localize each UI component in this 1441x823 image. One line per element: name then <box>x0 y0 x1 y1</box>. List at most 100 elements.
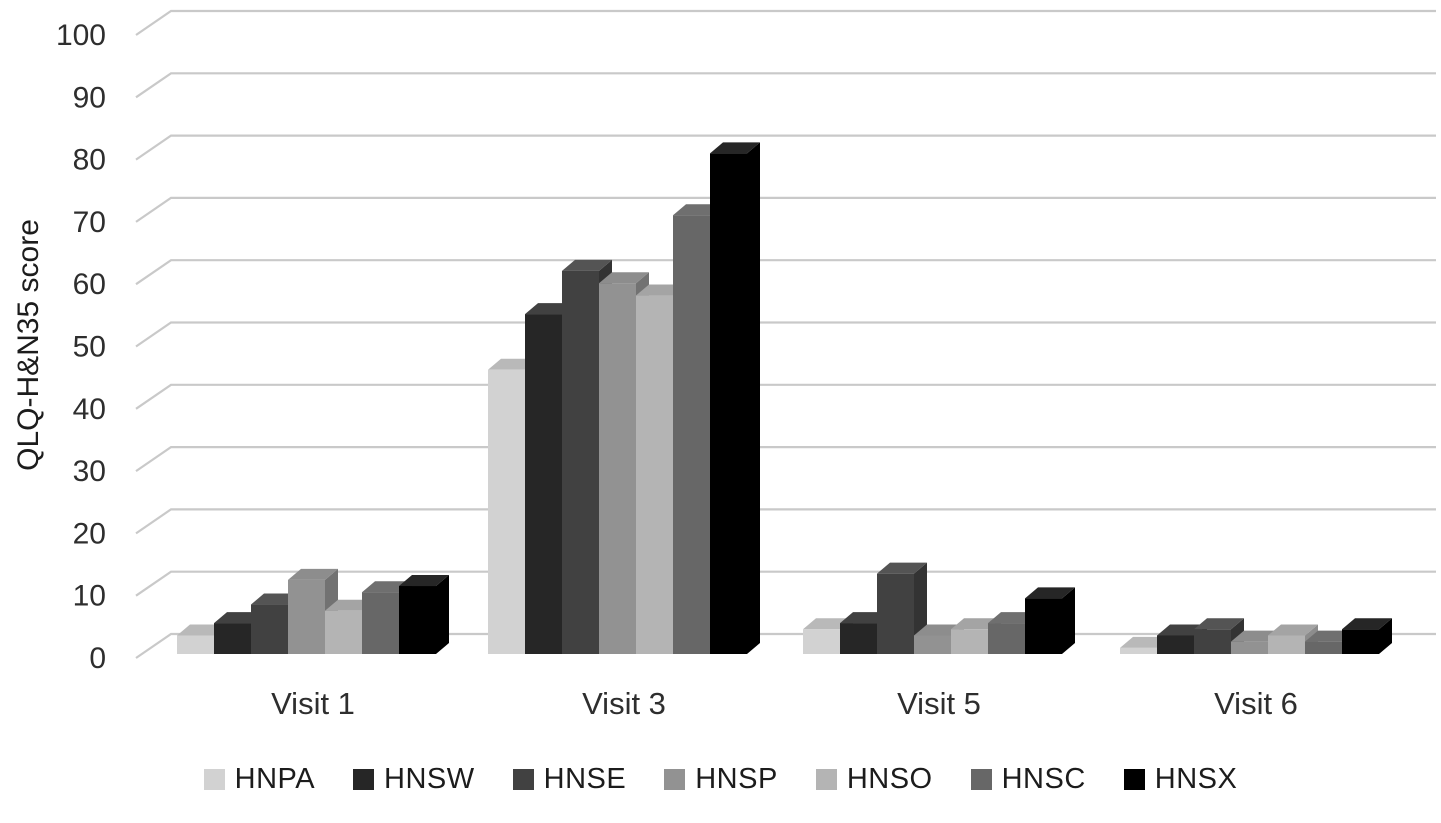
legend-swatch <box>512 769 534 790</box>
bar-front-face <box>399 586 436 654</box>
y-axis-tick-label: 40 <box>73 393 106 426</box>
gridline <box>135 508 1436 535</box>
bar-front-face <box>840 623 877 654</box>
x-axis-category-labels-group: Visit 1 Visit 3 Visit 5 Visit 6 <box>271 686 1298 721</box>
bar-front-face <box>951 629 988 654</box>
legend-swatch <box>353 769 375 790</box>
x-axis-category-label: Visit 5 <box>897 686 981 721</box>
gridline <box>135 321 1436 348</box>
bar-front-face <box>1120 647 1157 654</box>
bar-side-face <box>747 142 760 655</box>
legend-swatch <box>664 769 686 790</box>
legend-item-hnsp: HNSP <box>664 765 778 794</box>
y-axis-tick-label: 70 <box>73 206 106 239</box>
bar-HNSX-visit-6 <box>1342 618 1392 654</box>
bar-front-face <box>214 623 251 654</box>
legend-item-hnsc: HNSC <box>970 763 1086 795</box>
bar-HNSO-visit-6 <box>1268 624 1318 654</box>
bar-front-face <box>1231 641 1268 654</box>
legend-label: HNSP <box>695 763 778 795</box>
bar-front-face <box>1194 629 1231 654</box>
gridline <box>135 134 1436 161</box>
legend-label: HNSW <box>384 763 475 795</box>
bar-HNSX-visit-5 <box>1025 587 1075 654</box>
legend-swatch <box>970 769 992 790</box>
y-axis-tick-label: 10 <box>73 580 106 613</box>
gridline <box>135 570 1436 597</box>
bar-front-face <box>1268 635 1305 654</box>
chart-legend: HNPA HNSW HNSE HNSP HNSO HNSC HNSX <box>0 765 1441 794</box>
y-axis-tick-labels-group: 0 10 20 30 40 50 60 70 80 90 100 <box>56 19 106 675</box>
bar-front-face <box>288 579 325 654</box>
gridline <box>135 9 1436 36</box>
y-axis-tick-label: 80 <box>73 144 106 177</box>
bar-top-face <box>399 575 449 587</box>
legend-item-hnsw: HNSW <box>353 765 475 794</box>
legend-item-hnsx: HNSX <box>1123 763 1238 795</box>
bar-front-face <box>710 153 747 655</box>
legend-label: HNSC <box>1001 763 1086 795</box>
bars-group <box>177 142 1392 655</box>
y-axis-title: QLQ-H&N35 score <box>12 219 45 471</box>
x-axis-category-label: Visit 6 <box>1214 686 1298 721</box>
bar-front-face <box>325 610 362 654</box>
bar-top-face <box>599 272 649 284</box>
bar-front-face <box>562 270 599 654</box>
bar-front-face <box>877 573 914 654</box>
bar-top-face <box>1342 618 1392 630</box>
legend-item-hnse: HNSE <box>512 763 627 795</box>
bar-front-face <box>177 635 214 654</box>
bar-HNSX-visit-3 <box>710 142 760 655</box>
x-axis-category-label: Visit 1 <box>271 686 355 721</box>
bar-front-face <box>525 314 562 654</box>
y-axis-tick-label: 90 <box>73 81 106 114</box>
gridlines-group <box>135 9 1436 659</box>
legend-label: HNSE <box>543 763 627 795</box>
gridline <box>135 446 1436 473</box>
bar-front-face <box>251 604 288 654</box>
bar-top-face <box>288 568 338 580</box>
bar-front-face <box>1305 641 1342 654</box>
gridline <box>135 196 1436 223</box>
legend-item-hnso: HNSO <box>815 763 933 795</box>
bar-front-face <box>803 629 840 654</box>
bar-top-face <box>1025 587 1075 599</box>
bar-front-face <box>673 215 710 654</box>
bar-front-face <box>1342 629 1379 654</box>
bar-top-face <box>562 259 612 271</box>
bar-front-face <box>488 369 525 654</box>
bar-front-face <box>988 623 1025 654</box>
bar-top-face <box>710 142 760 154</box>
bar-front-face <box>1157 635 1194 654</box>
bar-front-face <box>1025 598 1062 654</box>
gridline <box>135 383 1436 410</box>
bar-side-face <box>436 575 449 654</box>
legend-item-hnpa: HNPA <box>203 763 316 795</box>
y-axis-tick-label: 0 <box>89 642 106 675</box>
y-axis-tick-label: 60 <box>73 268 106 301</box>
legend-label: HNSO <box>846 763 933 795</box>
y-axis-tick-label: 20 <box>73 517 106 550</box>
bar-top-face <box>877 562 927 574</box>
bar-front-face <box>914 635 951 654</box>
gridline <box>135 259 1436 286</box>
legend-swatch <box>203 769 225 790</box>
y-axis-tick-label: 50 <box>73 331 106 364</box>
x-axis-category-label: Visit 3 <box>582 686 666 721</box>
y-axis-tick-label: 30 <box>73 455 106 488</box>
bar-top-face <box>1268 624 1318 636</box>
bar-side-face <box>1062 587 1075 654</box>
bar-front-face <box>362 592 399 654</box>
legend-swatch <box>1123 769 1145 790</box>
bar-HNSX-visit-1 <box>399 575 449 654</box>
legend-swatch <box>815 769 837 790</box>
legend-label: HNPA <box>234 763 316 795</box>
y-axis-tick-label: 100 <box>56 19 106 52</box>
legend-label: HNSX <box>1154 763 1238 795</box>
bar-side-face <box>1379 618 1392 654</box>
bar-front-face <box>636 295 673 654</box>
gridline <box>135 72 1436 99</box>
bar-top-face <box>1194 618 1244 630</box>
bar-front-face <box>599 283 636 654</box>
